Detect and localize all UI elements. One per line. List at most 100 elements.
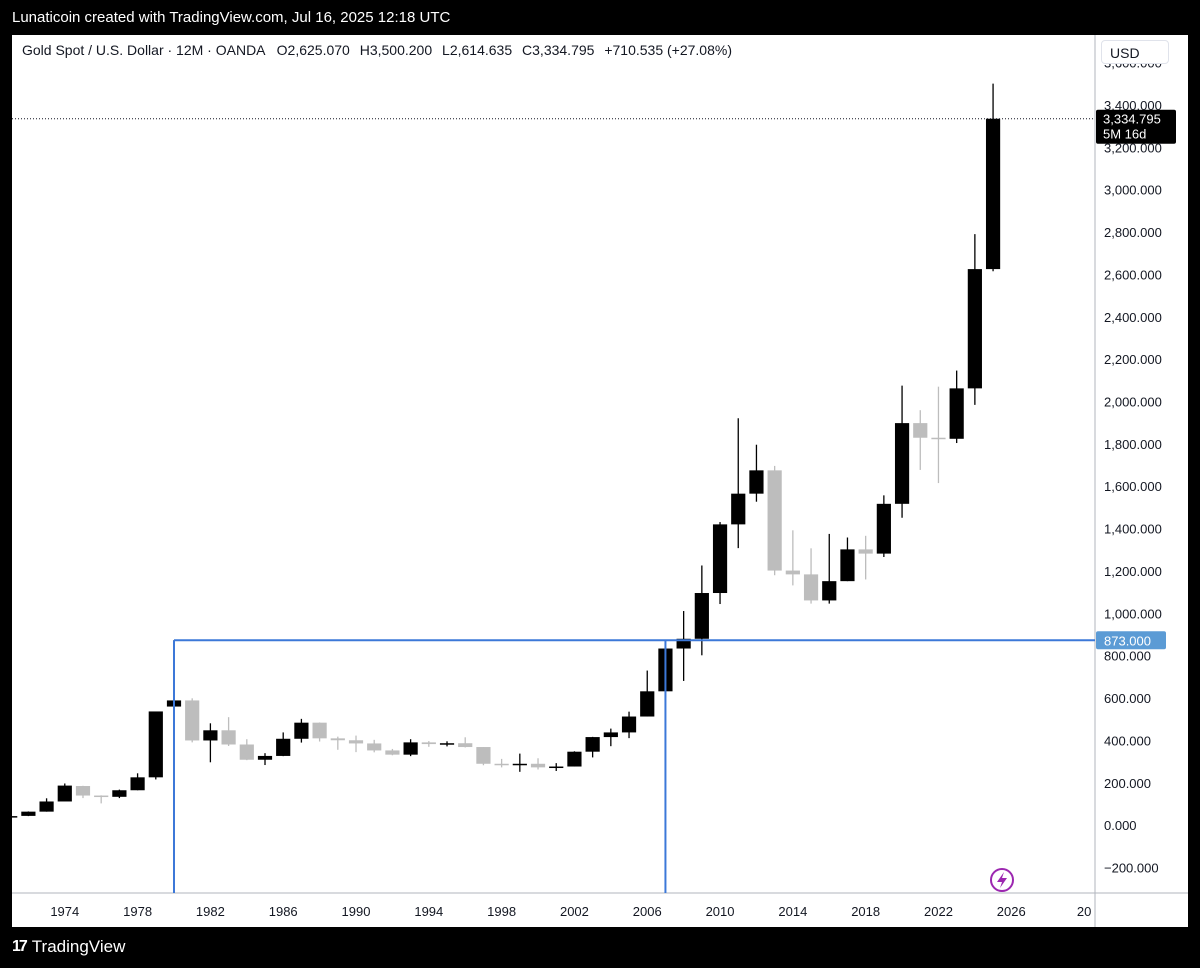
y-tick-label: 2,600.000	[1104, 267, 1162, 282]
tradingview-logo-icon: 17	[12, 938, 28, 955]
candle-body	[694, 593, 709, 639]
chart-attribution: Lunaticoin created with TradingView.com,…	[12, 9, 451, 26]
candle-body	[603, 732, 618, 738]
candle-body	[567, 751, 582, 767]
footer-brand[interactable]: 17 TradingView	[12, 937, 125, 957]
level-price-tag[interactable]	[1096, 631, 1166, 650]
candle-body	[75, 786, 91, 796]
candle-body	[949, 388, 964, 439]
candle-body	[530, 763, 546, 768]
candle-body	[276, 738, 291, 756]
candle-body	[476, 747, 491, 764]
candle-body	[458, 743, 473, 748]
y-tick-label: 2,000.000	[1104, 395, 1162, 410]
candle-body	[239, 744, 254, 760]
symbol-label: Gold Spot / U.S. Dollar · 12M · OANDA	[22, 42, 265, 58]
candle-body	[549, 766, 564, 769]
y-tick-label: 1,400.000	[1104, 522, 1162, 537]
candle-body	[858, 549, 873, 554]
y-tick-label: −200.000	[1104, 861, 1159, 876]
last-price-tag[interactable]	[1096, 109, 1176, 144]
close-label: C	[522, 42, 533, 58]
lightning-icon-bolt	[997, 872, 1007, 888]
open-label: O	[276, 42, 288, 58]
high-label: H	[359, 42, 370, 58]
x-tick-label: 2022	[924, 904, 953, 919]
candle-body	[203, 730, 218, 741]
candle-body	[221, 730, 236, 745]
low-label: L	[442, 42, 450, 58]
open-value: 2,625.070	[287, 42, 350, 58]
y-tick-label: 200.000	[1104, 776, 1151, 791]
candle-body	[585, 737, 600, 752]
candle-body	[348, 740, 364, 744]
x-tick-label: 1994	[414, 904, 443, 919]
close-value: 3,334.795	[532, 42, 595, 58]
high-value: 3,500.200	[369, 42, 433, 58]
candle-body	[94, 795, 109, 798]
candle-body	[385, 750, 400, 755]
candle-body	[57, 785, 72, 802]
lightning-icon[interactable]	[990, 868, 1014, 892]
y-tick-label: 400.000	[1104, 733, 1151, 748]
currency-selector[interactable]: USD	[1101, 40, 1169, 64]
candle-body	[840, 549, 855, 582]
candle-body	[39, 801, 54, 812]
candle-body	[967, 269, 982, 389]
candlestick-chart[interactable]: 3,600.0003,400.0003,200.0003,000.0002,80…	[12, 35, 1188, 927]
candle-body	[421, 742, 436, 745]
change-value: +710.535 (+27.08%)	[604, 42, 732, 58]
candle-body	[21, 811, 36, 816]
candle-body	[785, 570, 800, 575]
candle-countdown: 5M 16d	[1103, 127, 1146, 142]
y-tick-label: 1,800.000	[1104, 437, 1162, 452]
candle-body	[621, 716, 637, 733]
y-tick-label: 1,200.000	[1104, 564, 1162, 579]
x-tick-label: 1986	[269, 904, 298, 919]
ohlc-legend: Gold Spot / U.S. Dollar · 12M · OANDA O2…	[22, 42, 732, 58]
candle-body	[312, 722, 327, 739]
y-tick-label: 1,600.000	[1104, 479, 1162, 494]
x-tick-label: 2014	[778, 904, 807, 919]
candle-body	[494, 763, 509, 766]
candle-body	[512, 763, 527, 766]
y-tick-label: 3,000.000	[1104, 183, 1162, 198]
y-tick-label: 2,400.000	[1104, 310, 1162, 325]
y-tick-label: 1,000.000	[1104, 606, 1162, 621]
candle-body	[712, 524, 728, 594]
x-tick-label: 1982	[196, 904, 225, 919]
x-tick-label: 2018	[851, 904, 880, 919]
candle-body	[294, 722, 309, 739]
candle-body	[130, 777, 145, 791]
candle-body	[112, 790, 127, 797]
candle-body	[749, 470, 764, 494]
x-tick-label: 1974	[50, 904, 79, 919]
candle-body	[985, 118, 1001, 270]
low-value: 2,614.635	[449, 42, 513, 58]
chart-panel[interactable]: 3,600.0003,400.0003,200.0003,000.0002,80…	[12, 35, 1188, 927]
candle-body	[330, 738, 345, 741]
x-tick-label: 2006	[633, 904, 662, 919]
candle-body	[767, 470, 782, 571]
x-tick-label: 1998	[487, 904, 516, 919]
y-tick-label: 0.000	[1104, 818, 1137, 833]
candle-body	[257, 755, 273, 760]
y-tick-label: 800.000	[1104, 649, 1151, 664]
candle-body	[803, 574, 819, 601]
x-tick-label: 2026	[997, 904, 1026, 919]
candle-body	[640, 691, 655, 717]
y-tick-label: 2,800.000	[1104, 225, 1162, 240]
level-price-value: 873.000	[1104, 633, 1151, 648]
candle-body	[403, 742, 418, 755]
y-tick-label: 600.000	[1104, 691, 1151, 706]
candle-body	[367, 743, 382, 751]
candle-body	[894, 423, 910, 504]
x-tick-label: 2010	[706, 904, 735, 919]
candle-body	[439, 743, 455, 745]
candle-body	[876, 503, 891, 554]
x-tick-label: 1990	[342, 904, 371, 919]
last-price-value: 3,334.795	[1103, 112, 1161, 127]
x-tick-label: 2002	[560, 904, 589, 919]
candle-body	[148, 711, 163, 778]
candle-body	[931, 437, 946, 440]
